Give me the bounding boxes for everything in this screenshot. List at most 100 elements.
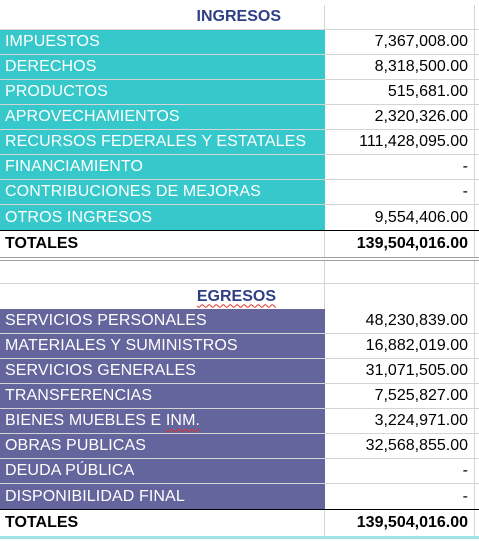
egresos-row: SERVICIOS GENERALES 31,071,505.00 [0, 359, 479, 384]
row-value: 8,318,500.00 [374, 58, 468, 75]
egresos-title: EGRESOS [196, 287, 276, 305]
egresos-value-cell[interactable]: 32,568,855.00 [325, 434, 475, 458]
bottom-border-strip [0, 536, 479, 539]
ingresos-row: RECURSOS FEDERALES Y ESTATALES 111,428,0… [0, 130, 479, 155]
ingresos-row: CONTRIBUCIONES DE MEJORAS - [0, 180, 479, 205]
egresos-value-cell[interactable]: 7,525,827.00 [325, 384, 475, 408]
ingresos-label-cell[interactable]: OTROS INGRESOS [0, 205, 325, 230]
row-label: DERECHOS [5, 58, 97, 75]
egresos-title-cell[interactable]: EGRESOS [0, 284, 325, 309]
ingresos-row: OTROS INGRESOS 9,554,406.00 [0, 205, 479, 230]
egresos-value-cell[interactable]: 3,224,971.00 [325, 409, 475, 433]
egresos-label-cell[interactable]: SERVICIOS GENERALES [0, 359, 325, 383]
row-value: 32,568,855.00 [365, 437, 468, 454]
row-value: - [462, 158, 468, 175]
ingresos-value-cell[interactable]: 2,320,326.00 [325, 105, 475, 129]
egresos-row: OBRAS PUBLICAS 32,568,855.00 [0, 434, 479, 459]
egresos-row: DISPONIBILIDAD FINAL - [0, 484, 479, 509]
egresos-value-cell[interactable]: 31,071,505.00 [325, 359, 475, 383]
egresos-label-cell[interactable]: MATERIALES Y SUMINISTROS [0, 334, 325, 358]
row-value: 7,525,827.00 [374, 387, 468, 404]
ingresos-label-cell[interactable]: IMPUESTOS [0, 30, 325, 54]
ingresos-title-value-cell[interactable] [325, 5, 475, 29]
egresos-row: DEUDA PÚBLICA - [0, 459, 479, 484]
ingresos-row: PRODUCTOS 515,681.00 [0, 80, 479, 105]
egresos-label-cell[interactable]: DEUDA PÚBLICA [0, 459, 325, 483]
egresos-row: BIENES MUEBLES E INM. 3,224,971.00 [0, 409, 479, 434]
ingresos-value-cell[interactable]: - [325, 155, 475, 179]
row-label: TRANSFERENCIAS [5, 387, 153, 404]
egresos-title-row: EGRESOS [0, 284, 479, 309]
row-label: APROVECHAMIENTOS [5, 108, 180, 125]
ingresos-label-cell[interactable]: DERECHOS [0, 55, 325, 79]
row-label: BIENES MUEBLES E [5, 412, 166, 429]
ingresos-total-value-cell[interactable]: 139,504,016.00 [325, 231, 475, 257]
row-label: PRODUCTOS [5, 83, 108, 100]
ingresos-value-cell[interactable]: 7,367,008.00 [325, 30, 475, 54]
egresos-label-cell[interactable]: BIENES MUEBLES E INM. [0, 409, 325, 433]
ingresos-label-cell[interactable]: APROVECHAMIENTOS [0, 105, 325, 129]
egresos-label-cell[interactable]: SERVICIOS PERSONALES [0, 309, 325, 333]
ingresos-row: IMPUESTOS 7,367,008.00 [0, 30, 479, 55]
row-value: 3,224,971.00 [374, 412, 468, 429]
ingresos-row: DERECHOS 8,318,500.00 [0, 55, 479, 80]
ingresos-value-cell[interactable]: 515,681.00 [325, 80, 475, 104]
row-value: - [462, 487, 468, 505]
row-label: FINANCIAMIENTO [5, 158, 144, 175]
row-label: IMPUESTOS [5, 33, 100, 50]
row-value: - [462, 462, 468, 479]
ingresos-title-cell[interactable]: INGRESOS [0, 5, 325, 29]
empty-cell[interactable] [325, 261, 475, 283]
row-value: 515,681.00 [387, 83, 468, 100]
egresos-value-cell[interactable]: 16,882,019.00 [325, 334, 475, 358]
ingresos-title: INGRESOS [196, 8, 281, 25]
egresos-label-cell[interactable]: TRANSFERENCIAS [0, 384, 325, 408]
egresos-row: TRANSFERENCIAS 7,525,827.00 [0, 384, 479, 409]
egresos-total-label-cell[interactable]: TOTALES [0, 510, 325, 536]
egresos-label-cell[interactable]: OBRAS PUBLICAS [0, 434, 325, 458]
egresos-value-cell[interactable]: - [325, 484, 475, 509]
egresos-title-value-cell[interactable] [325, 284, 475, 309]
row-label: DISPONIBILIDAD FINAL [5, 487, 185, 505]
egresos-total-row: TOTALES 139,504,016.00 [0, 509, 479, 536]
ingresos-title-row: INGRESOS [0, 5, 479, 30]
total-value: 139,504,016.00 [356, 514, 468, 531]
ingresos-total-label-cell[interactable]: TOTALES [0, 231, 325, 257]
egresos-total-value-cell[interactable]: 139,504,016.00 [325, 510, 475, 536]
ingresos-value-cell[interactable]: - [325, 180, 475, 204]
empty-cell[interactable] [0, 261, 325, 283]
ingresos-row: FINANCIAMIENTO - [0, 155, 479, 180]
row-value: 111,428,095.00 [359, 133, 468, 150]
egresos-value-cell[interactable]: 48,230,839.00 [325, 309, 475, 333]
row-label: DEUDA PÚBLICA [5, 462, 135, 479]
ingresos-label-cell[interactable]: PRODUCTOS [0, 80, 325, 104]
row-label: SERVICIOS GENERALES [5, 362, 197, 379]
ingresos-value-cell[interactable]: 9,554,406.00 [325, 205, 475, 230]
ingresos-total-row: TOTALES 139,504,016.00 [0, 230, 479, 257]
row-label: OBRAS PUBLICAS [5, 437, 147, 454]
row-label: RECURSOS FEDERALES Y ESTATALES [5, 133, 307, 150]
row-value: 48,230,839.00 [365, 312, 468, 329]
egresos-row: MATERIALES Y SUMINISTROS 16,882,019.00 [0, 334, 479, 359]
row-value: 9,554,406.00 [374, 208, 468, 226]
total-label: TOTALES [5, 235, 79, 252]
ingresos-value-cell[interactable]: 111,428,095.00 [325, 130, 475, 154]
ingresos-row: APROVECHAMIENTOS 2,320,326.00 [0, 105, 479, 130]
row-value: 2,320,326.00 [374, 108, 468, 125]
total-value: 139,504,016.00 [356, 235, 468, 252]
egresos-row: SERVICIOS PERSONALES 48,230,839.00 [0, 309, 479, 334]
row-label: CONTRIBUCIONES DE MEJORAS [5, 183, 261, 200]
row-label: OTROS INGRESOS [5, 208, 153, 226]
row-label: SERVICIOS PERSONALES [5, 312, 207, 329]
row-label-misspelled: INM. [165, 412, 201, 429]
egresos-label-cell[interactable]: DISPONIBILIDAD FINAL [0, 484, 325, 509]
total-label: TOTALES [5, 514, 79, 531]
ingresos-label-cell[interactable]: RECURSOS FEDERALES Y ESTATALES [0, 130, 325, 154]
section-divider [0, 257, 479, 261]
ingresos-label-cell[interactable]: FINANCIAMIENTO [0, 155, 325, 179]
row-value: 16,882,019.00 [365, 337, 468, 354]
ingresos-label-cell[interactable]: CONTRIBUCIONES DE MEJORAS [0, 180, 325, 204]
row-value: - [462, 183, 468, 200]
egresos-value-cell[interactable]: - [325, 459, 475, 483]
ingresos-value-cell[interactable]: 8,318,500.00 [325, 55, 475, 79]
